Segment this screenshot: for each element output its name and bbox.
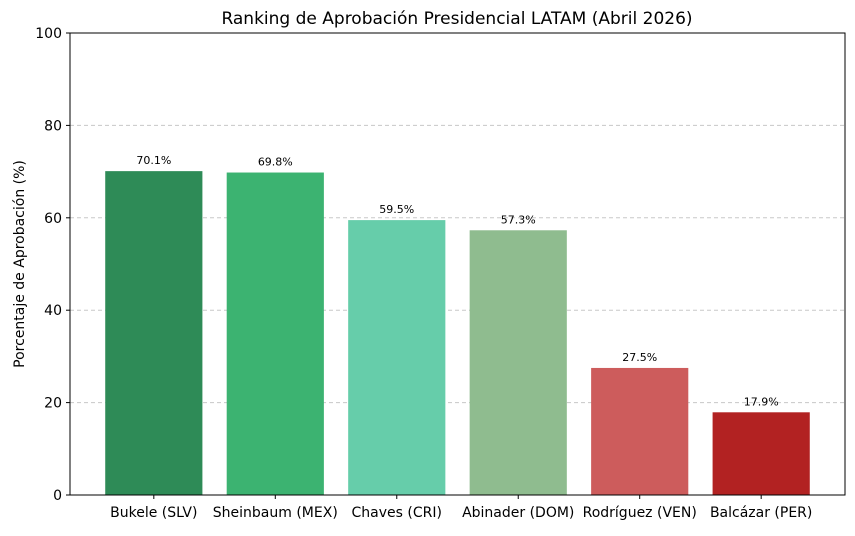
x-tick-label: Balcázar (PER)	[710, 505, 812, 521]
bar	[105, 171, 203, 495]
data-label: 70.1%	[136, 154, 171, 167]
bar	[469, 230, 567, 496]
bar	[591, 367, 689, 495]
chart-title: Ranking de Aprobación Presidencial LATAM…	[221, 9, 692, 29]
bar	[712, 412, 810, 495]
x-tick-label: Rodríguez (VEN)	[583, 505, 697, 521]
bar	[226, 172, 324, 496]
bar	[348, 220, 446, 496]
x-tick-label: Abinader (DOM)	[462, 505, 574, 521]
x-tick-label: Chaves (CRI)	[352, 505, 442, 521]
y-tick-label: 100	[35, 26, 62, 42]
plot-frame	[69, 32, 846, 496]
x-tick-label: Sheinbaum (MEX)	[213, 505, 338, 521]
y-tick-label: 0	[53, 488, 62, 504]
data-label: 27.5%	[622, 351, 657, 364]
y-tick-label: 80	[44, 118, 62, 134]
data-label: 57.3%	[501, 213, 536, 226]
y-axis-label: Porcentaje de Aprobación (%)	[12, 160, 28, 368]
y-tick-label: 20	[44, 396, 62, 412]
x-tick-label: Bukele (SLV)	[110, 505, 197, 521]
y-tick-label: 40	[44, 303, 62, 319]
y-tick-label: 60	[44, 211, 62, 227]
data-label: 69.8%	[258, 156, 293, 169]
data-label: 17.9%	[744, 395, 779, 408]
data-label: 59.5%	[379, 203, 414, 216]
